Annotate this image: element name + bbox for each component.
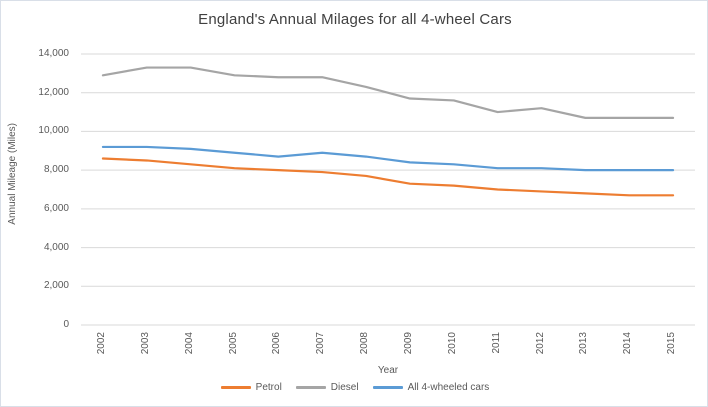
legend-label: Petrol (255, 382, 282, 393)
legend-label: All 4-wheeled cars (407, 382, 490, 393)
y-tick-label: 14,000 (38, 48, 69, 59)
x-tick-label: 2013 (578, 332, 590, 355)
series-line-all-4-wheeled-cars (101, 145, 675, 172)
legend-item-all-4-wheeled-cars: All 4-wheeled cars (372, 382, 490, 393)
x-axis-title: Year (377, 365, 399, 376)
y-tick-label: 0 (63, 319, 69, 330)
legend-line-swatch (220, 386, 251, 389)
y-tick-label: 4,000 (43, 241, 69, 253)
x-tick-label: 2005 (227, 332, 239, 355)
x-tick-label: 2006 (271, 332, 283, 355)
legend: Petrol Diesel All 4-wheeled cars (1, 382, 707, 393)
y-tick-label: 10,000 (38, 125, 69, 137)
x-tick-label: 2012 (534, 332, 546, 355)
x-tick-label: 2015 (666, 332, 678, 355)
y-tick-label: 12,000 (38, 86, 69, 98)
x-tick-label: 2007 (315, 332, 327, 355)
x-tick-label: 2003 (139, 332, 151, 355)
series-line-diesel (101, 66, 675, 119)
chart-title: England's Annual Milages for all 4-wheel… (198, 11, 512, 28)
x-tick-label: 2014 (622, 332, 634, 355)
y-tick-label: 6,000 (43, 202, 69, 214)
x-tick-label: 2002 (95, 332, 107, 355)
legend-label: Diesel (330, 382, 359, 393)
x-tick-label: 2010 (446, 332, 458, 355)
x-tick-label: 2004 (183, 332, 195, 355)
y-tick-label: 8,000 (43, 164, 69, 176)
x-tick-label: 2008 (359, 332, 371, 355)
x-tick-label: 2011 (490, 332, 502, 354)
legend-item-diesel: Diesel (295, 382, 359, 393)
x-tick-label: 2009 (402, 332, 414, 355)
legend-line-swatch (295, 386, 326, 389)
series-line-petrol (101, 157, 675, 197)
legend-item-petrol: Petrol (220, 382, 282, 393)
legend-line-swatch (372, 386, 403, 389)
y-tick-label: 2,000 (43, 280, 69, 292)
